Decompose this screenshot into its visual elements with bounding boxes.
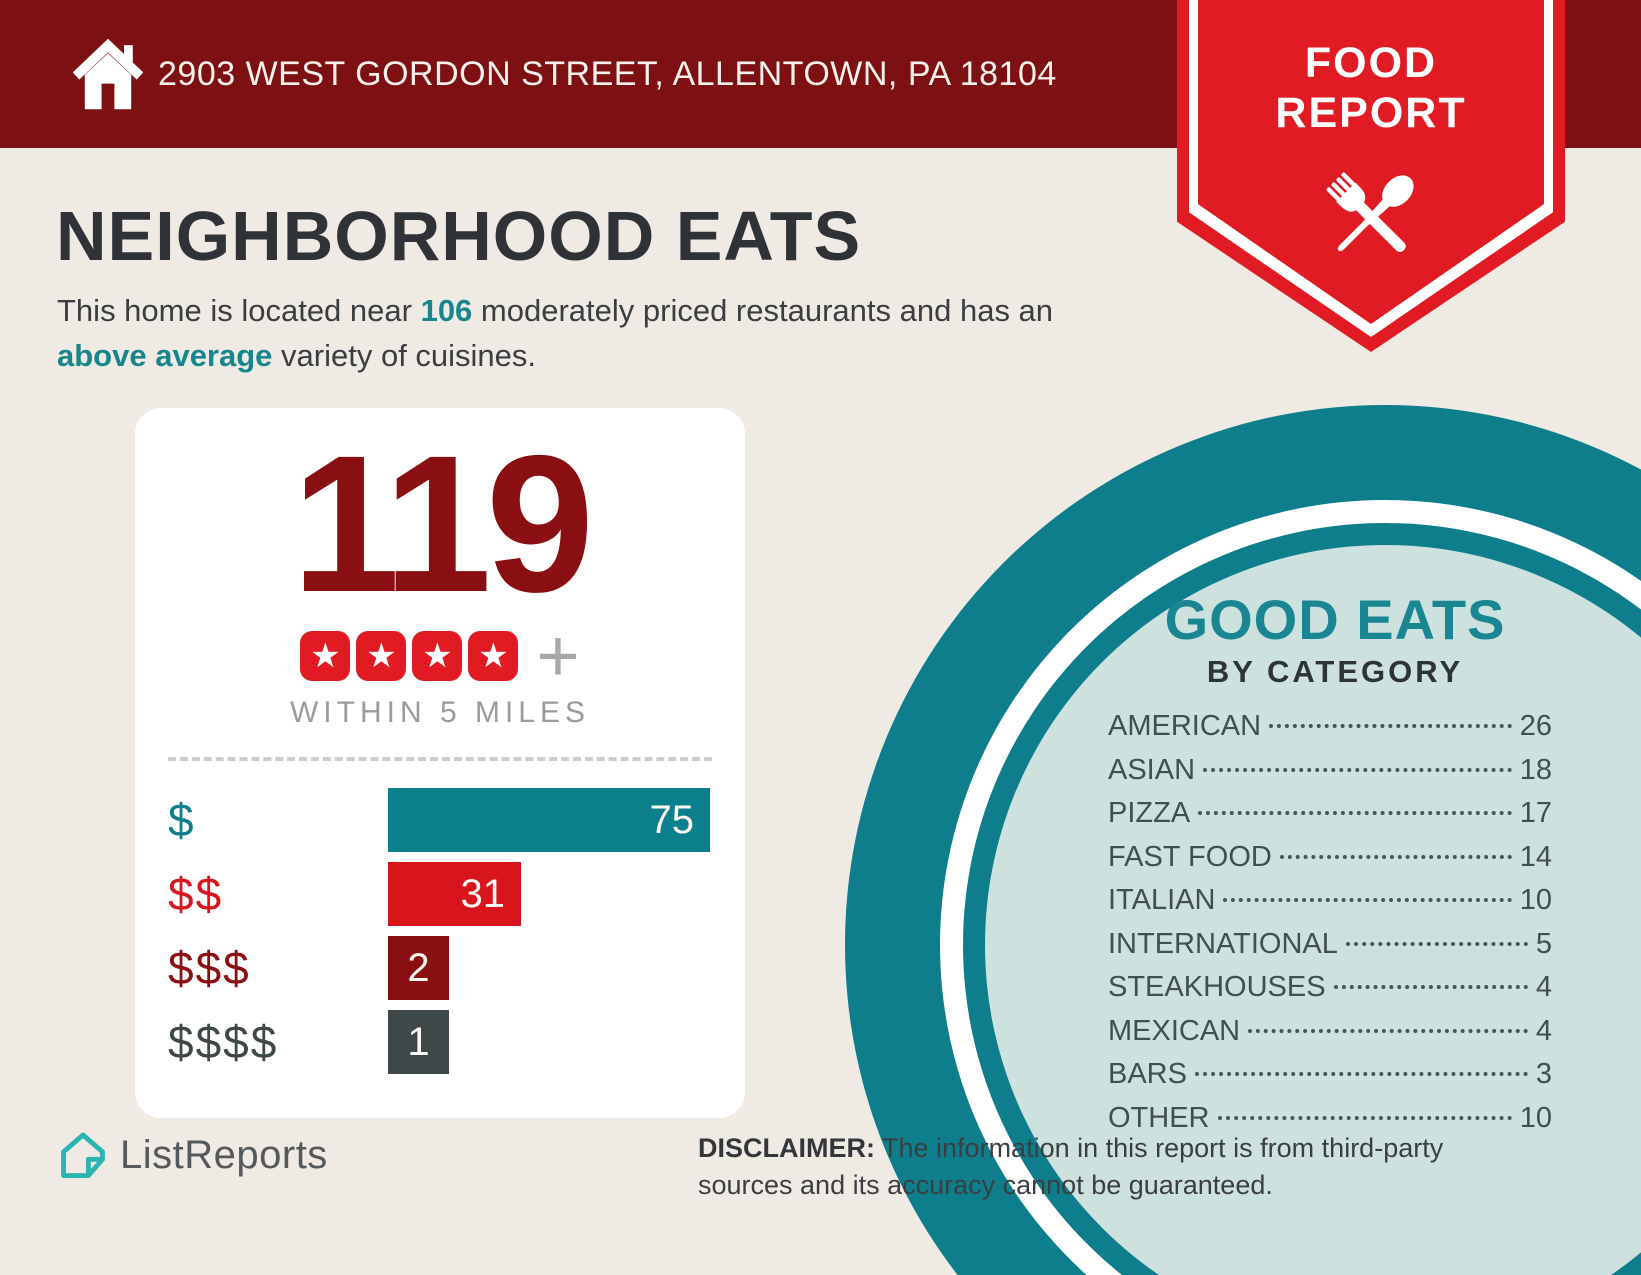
price-row: $75 <box>168 788 710 852</box>
price-tier-bar-chart: $75 $$ 31 $$$ 2 $$$$ 1 <box>168 788 710 1084</box>
listreports-wordmark: ListReports <box>120 1132 328 1177</box>
price-row: $$$ 2 <box>168 936 710 1000</box>
leader-dots <box>1198 811 1512 815</box>
price-bar-value: 1 <box>407 1019 430 1064</box>
category-label: BARS <box>1108 1058 1187 1090</box>
home-icon <box>72 38 144 110</box>
price-tier-label: $$$$ <box>168 1016 279 1068</box>
category-row: ASIAN 18 <box>1108 754 1552 798</box>
good-eats-header: GOOD EATS BY CATEGORY <box>1105 592 1565 690</box>
food-report-ribbon: FOOD REPORT <box>1177 0 1565 352</box>
category-label: STEAKHOUSES <box>1108 971 1326 1003</box>
leader-dots <box>1333 985 1528 989</box>
leader-dots <box>1248 1028 1528 1033</box>
leader-dots <box>1223 898 1512 902</box>
intro-text-middle: moderately priced restaurants and has an <box>472 293 1054 328</box>
leader-dots <box>1194 1072 1528 1076</box>
category-count: 17 <box>1519 797 1552 829</box>
star-rating: ★ ★ ★ ★ + <box>135 614 745 697</box>
category-count: 4 <box>1535 971 1552 1003</box>
price-tier-label: $$$ <box>168 942 251 994</box>
price-tier-label: $$ <box>168 868 224 920</box>
category-row: ITALIAN 10 <box>1108 884 1552 928</box>
star-icon: ★ <box>356 631 407 681</box>
category-count: 3 <box>1535 1058 1552 1090</box>
category-label: INTERNATIONAL <box>1108 927 1338 960</box>
price-tier-label: $ <box>168 794 196 846</box>
intro-paragraph: This home is located near 106 moderately… <box>57 288 1067 378</box>
dashed-divider <box>168 757 712 761</box>
category-label: OTHER <box>1108 1101 1210 1134</box>
category-row: OTHER 10 <box>1108 1102 1552 1146</box>
category-label: ITALIAN <box>1108 884 1216 916</box>
star-icon: ★ <box>300 631 351 681</box>
leader-dots <box>1203 767 1512 772</box>
category-count: 5 <box>1535 927 1552 960</box>
price-bar-value: 2 <box>407 945 430 990</box>
category-count: 18 <box>1519 753 1552 786</box>
listreports-logo-icon <box>61 1132 105 1178</box>
category-row: AMERICAN 26 <box>1108 710 1552 754</box>
category-count: 14 <box>1519 840 1552 873</box>
restaurant-stats-card: 119 ★ ★ ★ ★ + WITHIN 5 MILES $75 $$ 31 $$$ 2 $$$$… <box>135 408 745 1118</box>
category-list: AMERICAN 26 ASIAN 18 PIZZA 17 FAST FOOD 14 ITALI… <box>1108 710 1552 1145</box>
intro-text-prefix: This home is located near <box>57 293 421 328</box>
category-label: MEXICAN <box>1108 1014 1241 1047</box>
disclaimer-text: The information in this report is from t… <box>698 1133 1444 1200</box>
category-label: AMERICAN <box>1108 710 1262 742</box>
restaurant-count: 119 <box>291 415 595 633</box>
price-bar: 2 <box>388 936 449 1000</box>
category-row: FAST FOOD 14 <box>1108 841 1552 885</box>
star-icon: ★ <box>468 631 519 681</box>
good-eats-subtitle: BY CATEGORY <box>1206 654 1464 689</box>
intro-text-suffix: variety of cuisines. <box>272 338 537 373</box>
category-row: PIZZA 17 <box>1108 797 1552 841</box>
category-row: BARS 3 <box>1108 1058 1552 1102</box>
category-label: ASIAN <box>1108 753 1196 786</box>
page-title: NEIGHBORHOOD EATS <box>56 197 862 275</box>
leader-dots <box>1345 941 1528 946</box>
disclaimer: DISCLAIMER: The information in this repo… <box>698 1130 1528 1204</box>
category-row: STEAKHOUSES 4 <box>1108 971 1552 1015</box>
quality-highlight: above average <box>57 338 273 373</box>
plus-icon: + <box>536 614 580 697</box>
crossed-spoon-fork-icon <box>1326 172 1414 253</box>
price-bar: 1 <box>388 1010 449 1074</box>
price-row: $$$$ 1 <box>168 1010 710 1074</box>
property-address: 2903 WEST GORDON STREET, ALLENTOWN, PA 1… <box>158 54 1057 93</box>
restaurant-count-highlight: 106 <box>420 293 473 328</box>
leader-dots <box>1269 724 1512 728</box>
category-label: FAST FOOD <box>1108 840 1272 873</box>
price-bar-value: 75 <box>649 797 695 842</box>
star-icon: ★ <box>412 631 463 681</box>
disclaimer-label: DISCLAIMER: <box>698 1133 875 1163</box>
category-count: 26 <box>1519 710 1552 742</box>
ribbon-line2: REPORT <box>1275 89 1467 137</box>
category-row: INTERNATIONAL 5 <box>1108 928 1552 972</box>
ribbon-title: FOOD REPORT <box>1177 38 1565 138</box>
ribbon-line1: FOOD <box>1304 39 1438 87</box>
good-eats-title: GOOD EATS <box>1164 588 1506 651</box>
leader-dots <box>1217 1115 1512 1120</box>
category-count: 4 <box>1535 1014 1552 1047</box>
price-row: $$ 31 <box>168 862 710 926</box>
category-label: PIZZA <box>1108 797 1191 829</box>
radius-caption: WITHIN 5 MILES <box>289 696 591 729</box>
category-count: 10 <box>1519 1101 1552 1134</box>
category-row: MEXICAN 4 <box>1108 1015 1552 1059</box>
listreports-brand: ListReports <box>56 1128 328 1182</box>
leader-dots <box>1279 854 1512 859</box>
category-count: 10 <box>1519 884 1552 916</box>
price-bar-value: 31 <box>460 871 506 916</box>
price-bar: 31 <box>388 862 521 926</box>
price-bar: 75 <box>388 788 710 852</box>
